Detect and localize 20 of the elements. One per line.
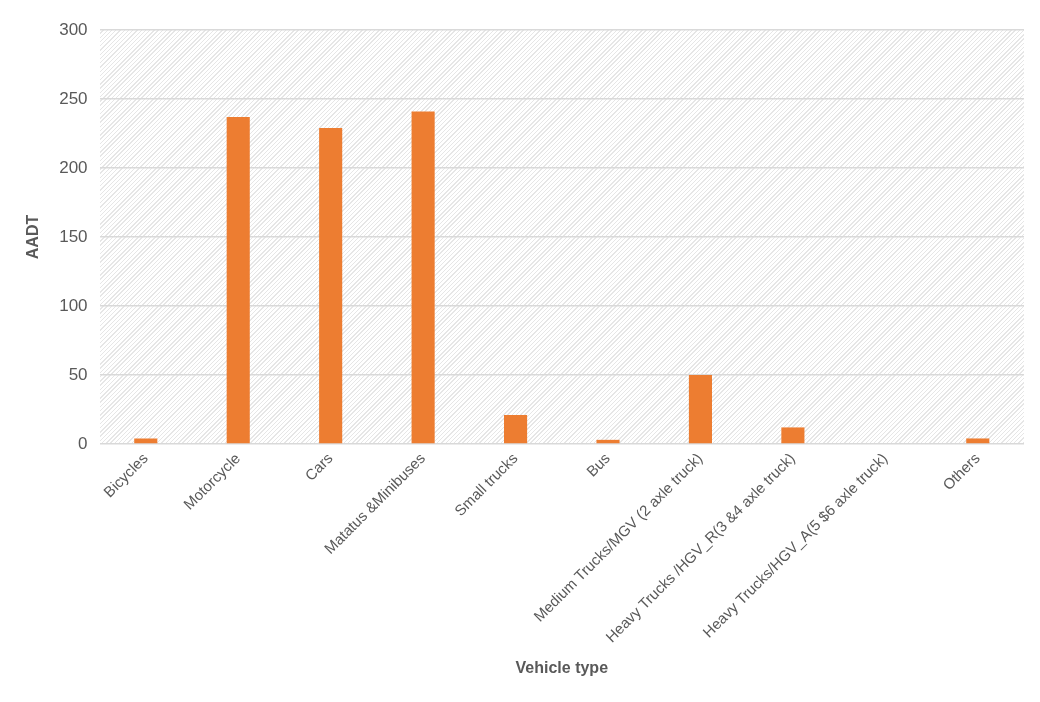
bar [226,116,250,444]
y-tick-label: 0 [78,433,88,453]
x-tick-label: Bus [582,449,614,480]
bar [411,111,435,444]
bar [688,374,712,444]
x-axis-title: Vehicle type [515,658,609,676]
bar [504,415,528,444]
y-tick-label: 150 [59,226,88,246]
bar [596,439,620,444]
y-tick-label: 50 [68,364,88,384]
y-axis-title: AADT [24,214,42,260]
y-tick-label: 250 [59,88,88,108]
bar [134,438,158,444]
y-tick-label: 200 [59,157,88,177]
y-tick-label: 300 [59,19,88,39]
bar [966,438,990,444]
x-tick-label: Cars [301,449,336,484]
y-tick-label: 100 [59,295,88,315]
bar [319,127,343,444]
bar [781,427,805,444]
